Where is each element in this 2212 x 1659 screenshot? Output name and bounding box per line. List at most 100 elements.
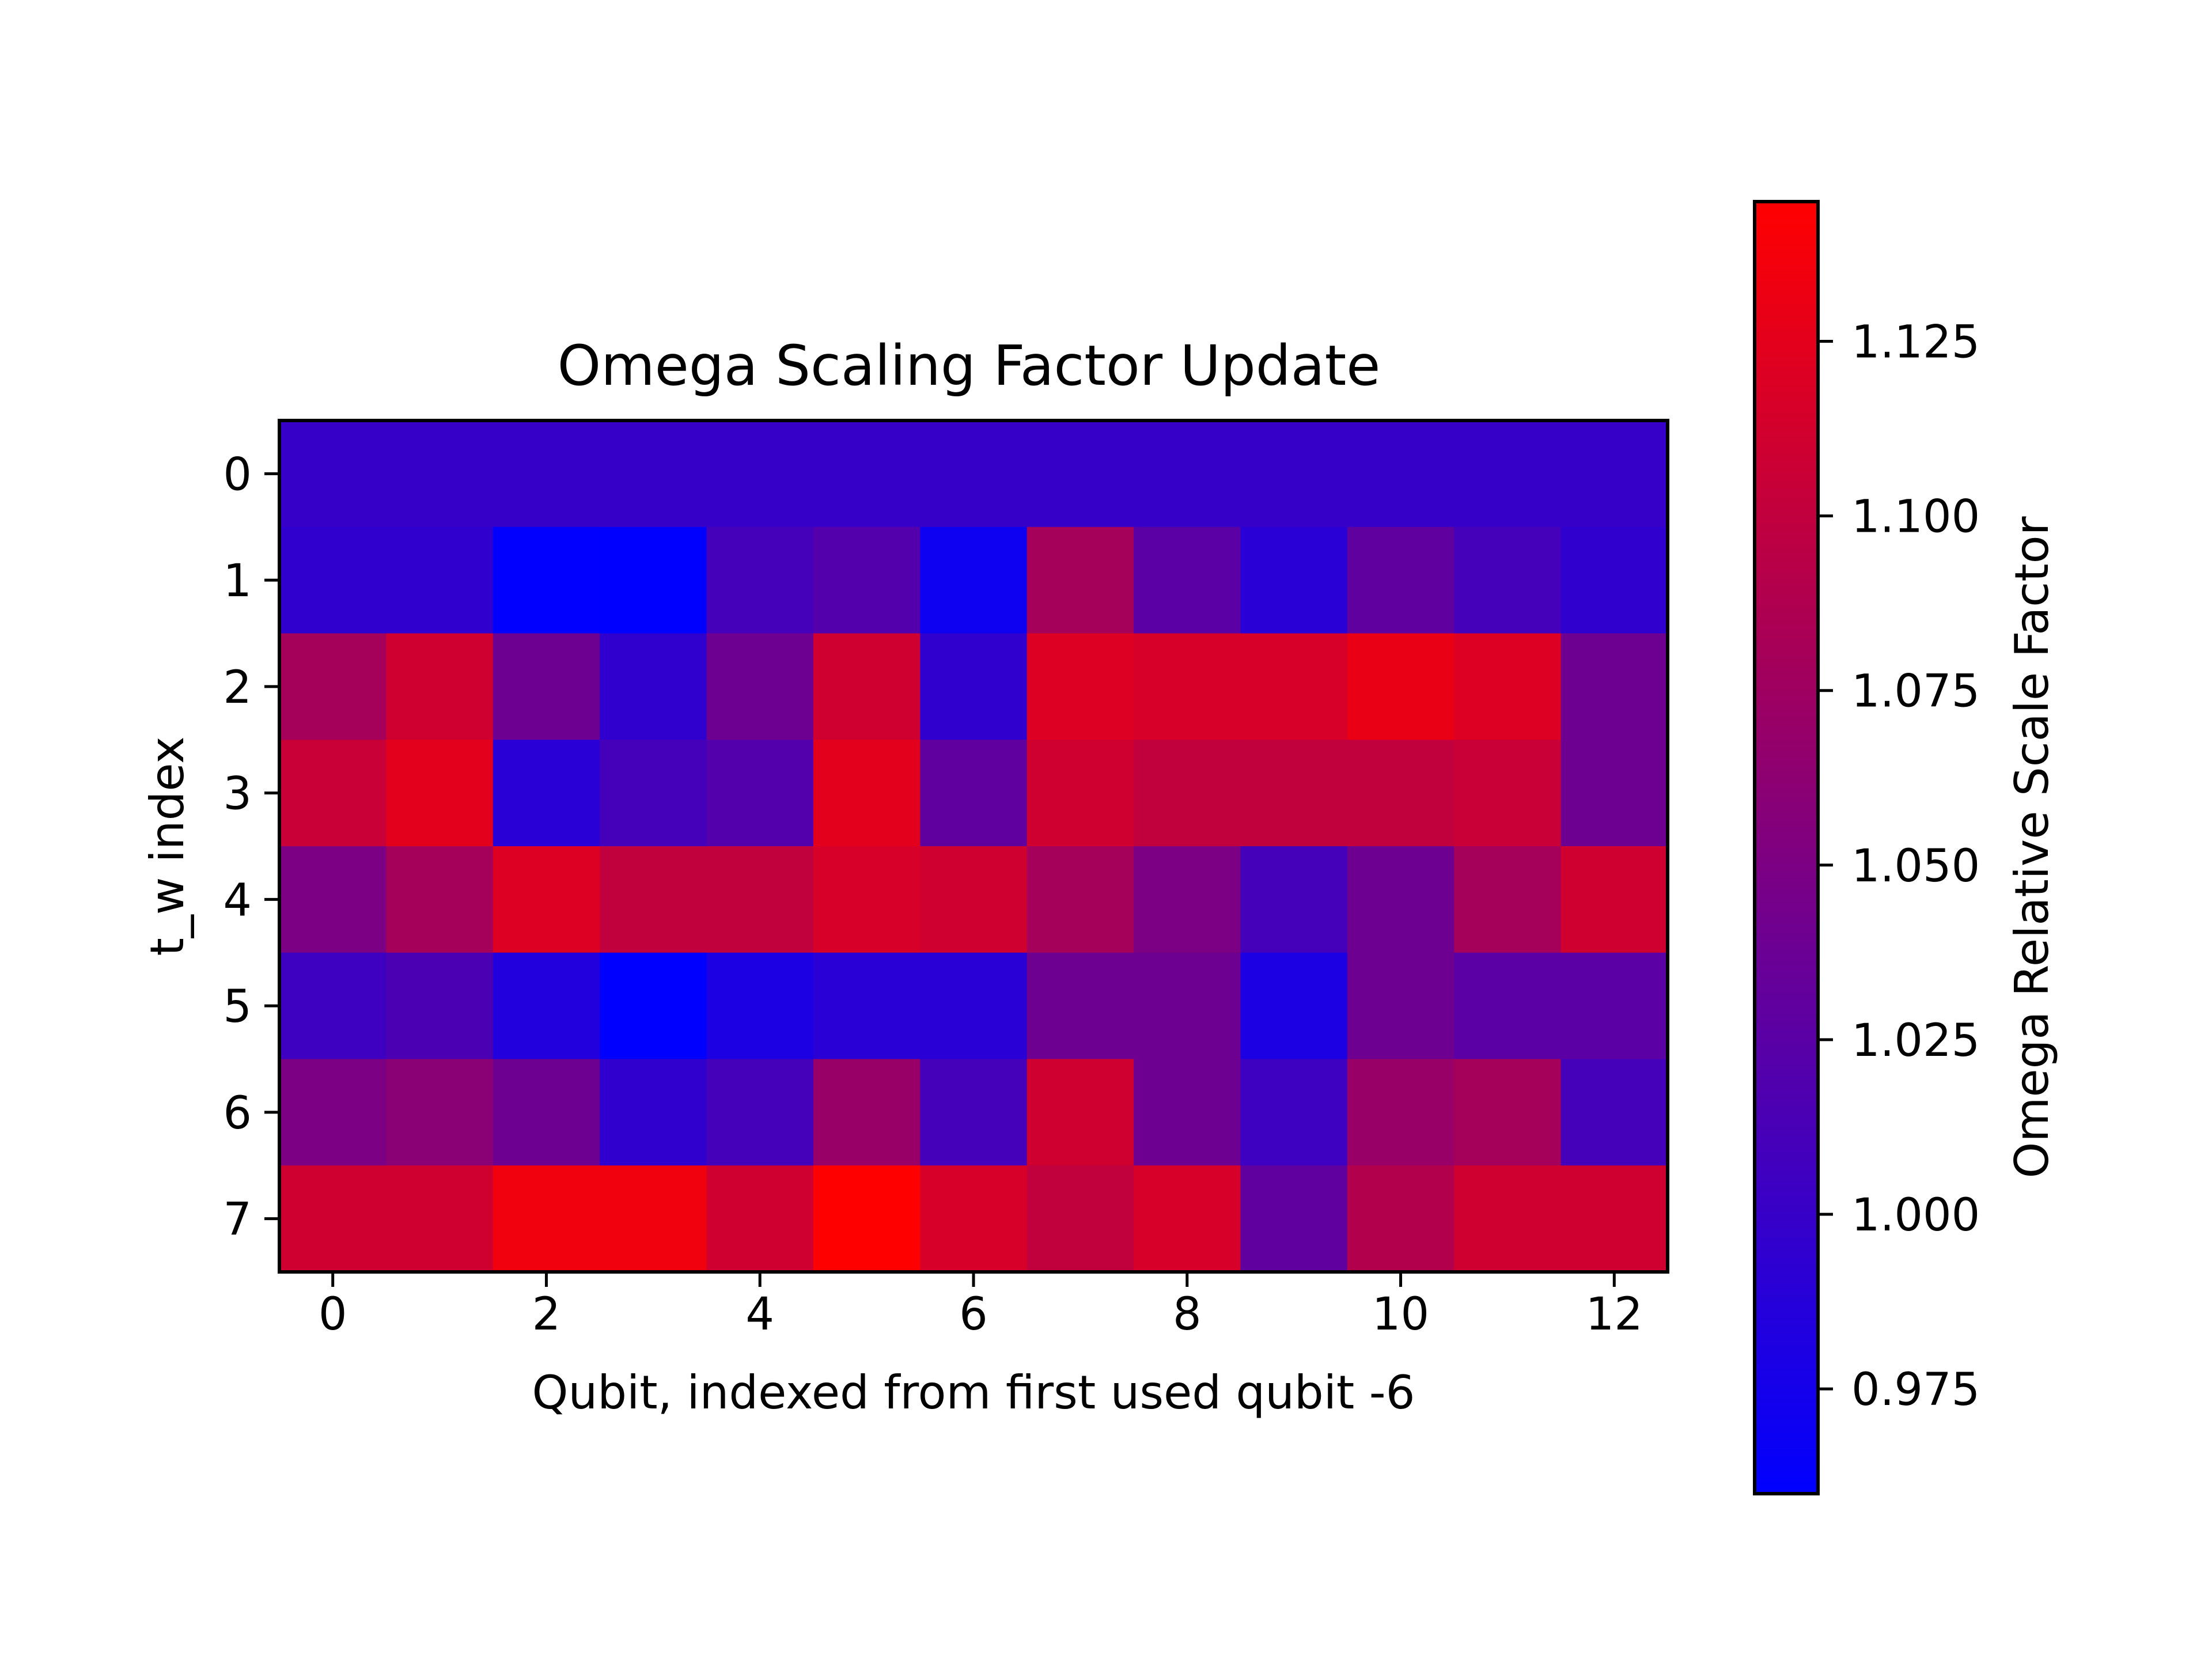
heatmap-cell bbox=[920, 740, 1028, 847]
heatmap-cell bbox=[386, 952, 494, 1060]
heatmap-cell bbox=[386, 846, 494, 953]
heatmap-cell bbox=[1347, 421, 1455, 528]
heatmap-cell bbox=[706, 952, 814, 1060]
heatmap-cell bbox=[1240, 1165, 1348, 1272]
heatmap-cell bbox=[706, 740, 814, 847]
heatmap-cell bbox=[1240, 1059, 1348, 1166]
heatmap-cell bbox=[1134, 846, 1241, 953]
heatmap-cell bbox=[1027, 952, 1134, 1060]
heatmap-cell bbox=[1454, 740, 1562, 847]
heatmap-cell bbox=[706, 1059, 814, 1166]
heatmap-cell bbox=[1454, 846, 1562, 953]
heatmap-cell bbox=[1027, 1165, 1134, 1272]
heatmap-cell bbox=[706, 633, 814, 740]
heatmap-cells bbox=[279, 421, 1668, 1272]
heatmap-cell bbox=[1347, 952, 1455, 1060]
heatmap-cell bbox=[386, 527, 494, 634]
x-tick-label: 4 bbox=[745, 1289, 774, 1340]
heatmap-cell bbox=[386, 633, 494, 740]
heatmap-cell bbox=[1560, 740, 1668, 847]
y-tick-label: 0 bbox=[223, 449, 252, 501]
heatmap-cell bbox=[1134, 740, 1241, 847]
heatmap-cell bbox=[386, 740, 494, 847]
heatmap-cell bbox=[920, 527, 1028, 634]
heatmap-cell bbox=[1240, 952, 1348, 1060]
heatmap-cell bbox=[706, 527, 814, 634]
heatmap-cell bbox=[920, 421, 1028, 528]
colorbar-tick-label: 1.075 bbox=[1851, 666, 1980, 718]
heatmap-cell bbox=[1454, 633, 1562, 740]
heatmap-cell bbox=[279, 952, 387, 1060]
heatmap-cell bbox=[493, 527, 600, 634]
heatmap-cell bbox=[920, 1165, 1028, 1272]
colorbar-tick-label: 1.050 bbox=[1851, 840, 1980, 892]
heatmap-cell bbox=[706, 846, 814, 953]
heatmap-cell bbox=[493, 846, 600, 953]
heatmap-cell bbox=[1454, 1165, 1562, 1272]
heatmap-cell bbox=[386, 1059, 494, 1166]
heatmap-cell bbox=[1347, 740, 1455, 847]
heatmap-cell bbox=[1560, 952, 1668, 1060]
heatmap-cell bbox=[600, 740, 707, 847]
heatmap-cell bbox=[1454, 527, 1562, 634]
heatmap-cell bbox=[1027, 633, 1134, 740]
y-tick-label: 1 bbox=[223, 555, 252, 607]
heatmap-cell bbox=[1347, 527, 1455, 634]
heatmap-cell bbox=[493, 740, 600, 847]
heatmap-cell bbox=[1347, 1059, 1455, 1166]
heatmap-cell bbox=[1347, 1165, 1455, 1272]
y-tick-label: 7 bbox=[223, 1194, 252, 1246]
x-axis-label: Qubit, indexed from first used qubit -6 bbox=[532, 1366, 1415, 1419]
heatmap-cell bbox=[1347, 633, 1455, 740]
colorbar-frame bbox=[1753, 200, 1820, 1495]
y-tick-label: 6 bbox=[223, 1088, 252, 1139]
colorbar bbox=[1755, 202, 1818, 1494]
heatmap-cell bbox=[1454, 952, 1562, 1060]
y-axis-label: t_w index bbox=[141, 736, 194, 956]
heatmap-cell bbox=[386, 1165, 494, 1272]
x-tick-label: 10 bbox=[1372, 1289, 1429, 1340]
heatmap-cell bbox=[600, 1165, 707, 1272]
heatmap-cell bbox=[920, 633, 1028, 740]
y-axis-ticks: 0 1 2 3 4 5 6 7 bbox=[223, 449, 279, 1246]
heatmap-cell bbox=[279, 633, 387, 740]
heatmap-cell bbox=[493, 952, 600, 1060]
heatmap-cell bbox=[813, 1165, 921, 1272]
heatmap-cell bbox=[920, 1059, 1028, 1166]
heatmap-cell bbox=[1027, 846, 1134, 953]
heatmap-cell bbox=[600, 527, 707, 634]
heatmap-cell bbox=[279, 1059, 387, 1166]
x-tick-label: 2 bbox=[532, 1289, 561, 1340]
heatmap-cell bbox=[1560, 633, 1668, 740]
heatmap-cell bbox=[813, 421, 921, 528]
heatmap-cell bbox=[1560, 1165, 1668, 1272]
heatmap-cell bbox=[1560, 527, 1668, 634]
colorbar-tick-label: 1.125 bbox=[1851, 316, 1980, 368]
heatmap-cell bbox=[279, 421, 387, 528]
heatmap-cell bbox=[1027, 1059, 1134, 1166]
heatmap-cell bbox=[1027, 527, 1134, 634]
heatmap-cell bbox=[813, 527, 921, 634]
heatmap-cell bbox=[1134, 527, 1241, 634]
heatmap-cell bbox=[279, 740, 387, 847]
heatmap-cell bbox=[493, 421, 600, 528]
heatmap-cell bbox=[600, 1059, 707, 1166]
heatmap-cell bbox=[279, 846, 387, 953]
heatmap-cell bbox=[1240, 846, 1348, 953]
colorbar-ticks: 0.975 1.000 1.025 1.050 1.075 1.100 1.125 bbox=[1818, 316, 1980, 1416]
heatmap-cell bbox=[1240, 527, 1348, 634]
heatmap-cell bbox=[279, 1165, 387, 1272]
x-tick-label: 0 bbox=[319, 1289, 347, 1340]
heatmap-cell bbox=[600, 846, 707, 953]
colorbar-tick-label: 1.000 bbox=[1851, 1190, 1980, 1241]
colorbar-tick-label: 1.025 bbox=[1851, 1015, 1980, 1067]
heatmap-cell bbox=[813, 846, 921, 953]
heatmap-cell bbox=[1560, 1059, 1668, 1166]
colorbar-tick-label: 1.100 bbox=[1851, 491, 1980, 543]
heatmap-cell bbox=[920, 952, 1028, 1060]
heatmap-cell bbox=[1134, 421, 1241, 528]
heatmap-cell bbox=[813, 1059, 921, 1166]
heatmap-cell bbox=[1240, 740, 1348, 847]
heatmap-cell bbox=[1027, 421, 1134, 528]
heatmap-cell bbox=[1134, 1059, 1241, 1166]
